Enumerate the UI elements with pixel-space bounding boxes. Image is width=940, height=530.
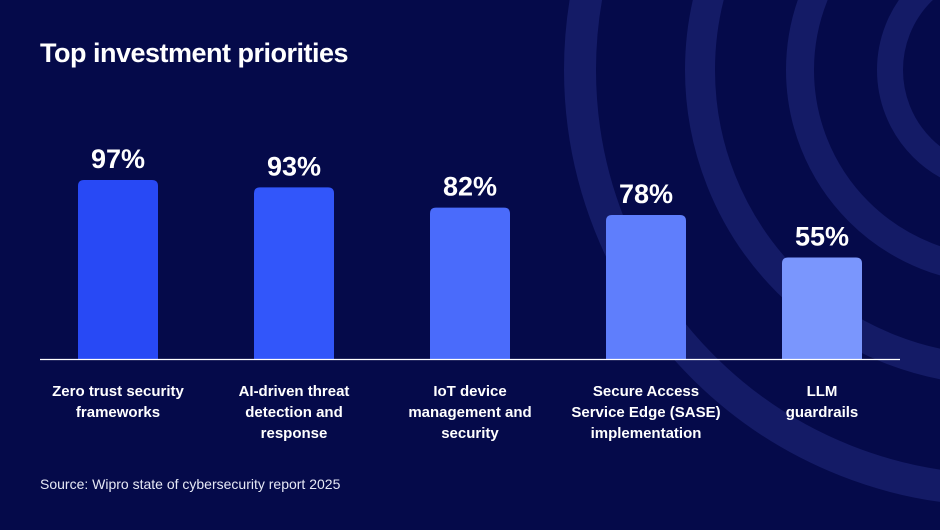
bar-1 <box>78 180 158 359</box>
chart-title: Top investment priorities <box>40 38 349 68</box>
bar-2 <box>254 187 334 359</box>
category-label-3: IoT device management and security <box>408 383 531 442</box>
source-note: Source: Wipro state of cybersecurity rep… <box>40 476 341 492</box>
bar-3 <box>430 207 510 359</box>
category-label-2: AI-driven threat detection and response <box>239 383 350 442</box>
category-label-1: Zero trust security frameworks <box>52 383 184 421</box>
bar-5 <box>782 257 862 359</box>
decor-arc-middle <box>685 0 940 380</box>
decor-arc-core <box>877 0 940 178</box>
bar-value-label-3: 82% <box>443 172 497 202</box>
bar-value-label-1: 97% <box>91 144 145 174</box>
bar-value-label-5: 55% <box>795 222 849 252</box>
category-label-4: Secure Access Service Edge (SASE) implemen… <box>571 383 720 442</box>
category-label-5: LLM guardrails <box>786 383 859 421</box>
decor-arc-inner <box>786 0 940 276</box>
bar-value-label-2: 93% <box>267 151 321 181</box>
bar-4 <box>606 215 686 359</box>
bar-value-label-4: 78% <box>619 179 673 209</box>
decor-arc-outer <box>564 0 940 502</box>
bar-chart: 97% Zero trust security frameworks 93% AI-dr… <box>40 144 900 442</box>
